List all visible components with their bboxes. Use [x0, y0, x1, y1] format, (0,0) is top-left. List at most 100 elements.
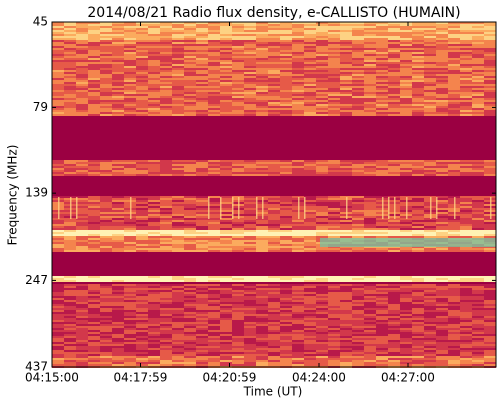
image-cell [460, 50, 472, 52]
image-cell [412, 114, 424, 116]
image-cell [172, 100, 184, 102]
image-cell [232, 228, 244, 230]
image-cell [220, 308, 232, 310]
image-cell [316, 346, 328, 348]
image-cell [472, 230, 484, 232]
image-cell [220, 106, 232, 108]
image-cell [364, 212, 376, 214]
image-cell [484, 160, 496, 162]
image-cell [328, 218, 340, 220]
image-cell [64, 40, 76, 42]
image-cell [376, 234, 388, 236]
image-cell [76, 310, 88, 312]
image-cell [484, 302, 496, 304]
image-cell [340, 48, 352, 50]
image-cell [244, 222, 256, 224]
image-cell [64, 240, 76, 242]
image-cell [400, 60, 412, 62]
image-cell [244, 248, 256, 250]
image-cell [436, 74, 448, 76]
image-cell [244, 196, 256, 198]
image-cell [328, 332, 340, 334]
image-cell [388, 342, 400, 344]
image-cell [88, 160, 100, 162]
image-cell [460, 312, 472, 314]
image-cell [412, 230, 424, 232]
image-cell [52, 50, 64, 52]
image-cell [184, 284, 196, 286]
image-cell [424, 168, 436, 170]
image-cell [364, 348, 376, 350]
image-cell [364, 346, 376, 348]
image-cell [352, 174, 364, 176]
image-cell [88, 318, 100, 320]
image-cell [148, 314, 160, 316]
image-cell [352, 36, 364, 38]
image-cell [196, 36, 208, 38]
image-cell [292, 358, 304, 360]
image-cell [220, 100, 232, 102]
image-cell [100, 216, 112, 218]
image-cell [328, 344, 340, 346]
image-cell [148, 196, 160, 198]
image-cell [424, 332, 436, 334]
image-cell [232, 58, 244, 60]
image-cell [304, 98, 316, 100]
image-cell [448, 298, 460, 300]
image-cell [352, 226, 364, 228]
image-cell [268, 88, 280, 90]
image-cell [208, 202, 220, 204]
image-cell [484, 74, 496, 76]
image-cell [484, 42, 496, 44]
image-streak [388, 197, 390, 219]
image-cell [148, 102, 160, 104]
image-cell [292, 234, 304, 236]
image-cell [112, 40, 124, 42]
image-cell [172, 242, 184, 244]
image-cell [316, 82, 328, 84]
image-cell [436, 248, 448, 250]
image-cell [136, 320, 148, 322]
image-cell [256, 80, 268, 82]
image-cell [376, 106, 388, 108]
image-cell [448, 112, 460, 114]
image-cell [220, 92, 232, 94]
image-cell [328, 84, 340, 86]
image-cell [280, 308, 292, 310]
image-cell [388, 310, 400, 312]
image-cell [472, 208, 484, 210]
image-cell [88, 362, 100, 364]
image-cell [232, 292, 244, 294]
image-cell [52, 352, 64, 354]
image-cell [208, 162, 220, 164]
image-cell [184, 50, 196, 52]
image-cell [208, 206, 220, 208]
image-cell [76, 314, 88, 316]
image-cell [172, 28, 184, 30]
image-cell [484, 346, 496, 348]
image-cell [256, 174, 268, 176]
image-cell [100, 76, 112, 78]
image-cell [112, 304, 124, 306]
image-cell [364, 234, 376, 236]
image-cell [472, 40, 484, 42]
image-cell [424, 294, 436, 296]
image-cell [208, 236, 220, 238]
image-cell [76, 242, 88, 244]
image-cell [460, 90, 472, 92]
image-cell [376, 22, 388, 24]
image-cell [124, 64, 136, 66]
image-cell [208, 52, 220, 54]
image-cell [424, 362, 436, 364]
image-cell [376, 62, 388, 64]
image-cell [316, 362, 328, 364]
image-cell [148, 162, 160, 164]
image-cell [208, 44, 220, 46]
image-cell [112, 38, 124, 40]
image-cell [172, 32, 184, 34]
image-cell [160, 114, 172, 116]
image-cell [328, 304, 340, 306]
image-cell [244, 66, 256, 68]
image-cell [424, 22, 436, 24]
image-cell [208, 238, 220, 240]
